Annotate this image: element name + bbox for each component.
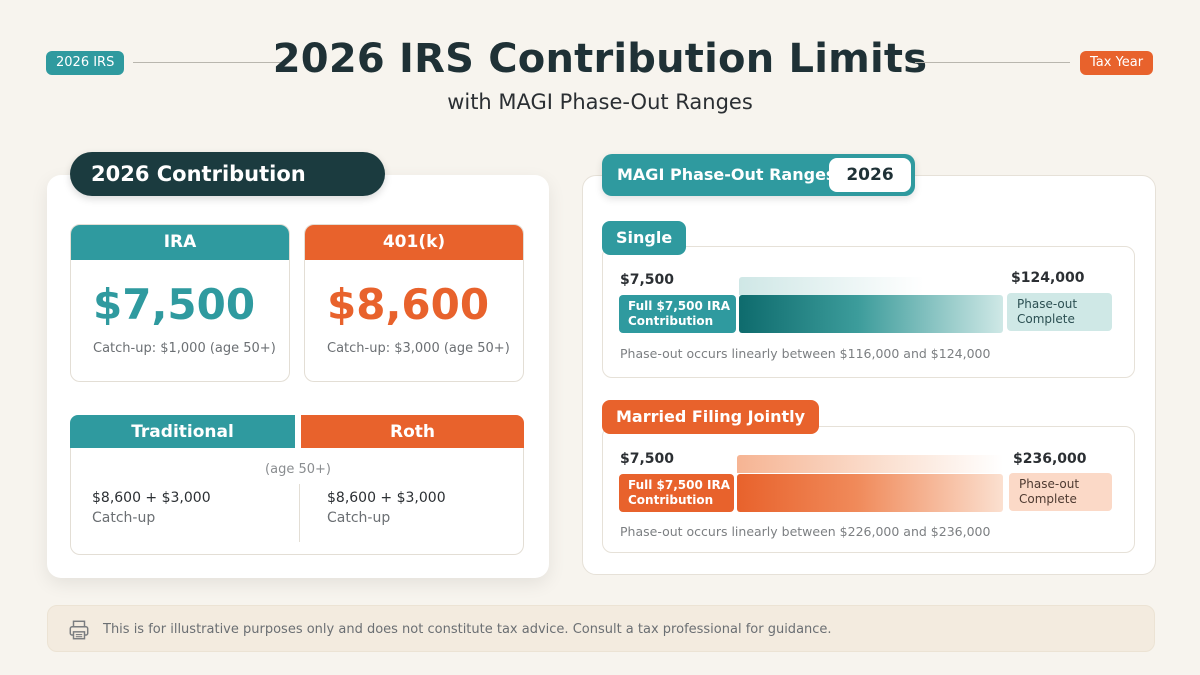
mfj-phaseout-bar [737, 474, 1003, 512]
roth-sub: Catch-up [327, 510, 391, 526]
single-full-contribution-label: Full $7,500 IRA Contribution [619, 295, 736, 333]
single-phaseout-complete: Phase-out Complete [1007, 293, 1112, 331]
header-divider-right [915, 62, 1070, 63]
401k-limit-card: 401(k) $8,600 Catch-up: $3,000 (age 50+) [304, 224, 524, 382]
mfj-badge: Married Filing Jointly [602, 400, 820, 434]
traditional-roth-box: (age 50+) $8,600 + $3,000 Catch-up $8,60… [70, 448, 524, 555]
age-note: (age 50+) [265, 462, 331, 477]
401k-limit-amount: $8,600 [327, 280, 490, 329]
traditional-column: $8,600 + $3,000 Catch-up [92, 488, 211, 528]
mfj-phaseout-note: Phase-out occurs linearly between $226,0… [620, 524, 991, 539]
single-badge: Single [602, 221, 687, 255]
tax-year-tag: 2026 IRS [46, 51, 125, 75]
column-divider [299, 484, 300, 542]
single-phaseout-bar [739, 295, 1003, 333]
mfj-start-amount: $7,500 [620, 451, 675, 467]
roth-header: Roth [301, 415, 524, 450]
header-divider-left [133, 62, 285, 63]
page-subtitle: with MAGI Phase-Out Ranges [447, 90, 753, 114]
ira-limit-amount: $7,500 [93, 280, 256, 329]
single-end-amount: $124,000 [1011, 270, 1085, 286]
401k-catchup-text: Catch-up: $3,000 (age 50+) [327, 341, 510, 356]
disclaimer-footer: This is for illustrative purposes only a… [47, 605, 1155, 652]
disclaimer-text: This is for illustrative purposes only a… [103, 622, 832, 637]
magi-heading: MAGI Phase-Out Ranges 2026 [602, 154, 915, 196]
ira-limit-card: IRA $7,500 Catch-up: $1,000 (age 50+) [70, 224, 290, 382]
ira-card-header: IRA [71, 225, 289, 260]
mfj-phaseout-complete: Phase-out Complete [1009, 473, 1112, 511]
contribution-limits-heading: 2026 Contribution Limits [70, 152, 385, 230]
ira-catchup-text: Catch-up: $1,000 (age 50+) [93, 341, 276, 356]
page-title: 2026 IRS Contribution Limits [272, 36, 928, 82]
mfj-full-contribution-label: Full $7,500 IRA Contribution [619, 474, 734, 512]
traditional-header: Traditional [70, 415, 295, 450]
tax-year-badge: Tax Year [1080, 51, 1154, 75]
traditional-sub: Catch-up [92, 510, 156, 526]
magi-heading-label: MAGI Phase-Out Ranges [617, 165, 836, 184]
mfj-phaseout-shade [737, 455, 1003, 473]
401k-card-header: 401(k) [305, 225, 523, 260]
mfj-end-amount: $236,000 [1013, 451, 1087, 467]
printer-icon [69, 620, 89, 640]
magi-year-badge: 2026 [829, 158, 911, 192]
roth-column: $8,600 + $3,000 Catch-up [327, 488, 446, 528]
traditional-value: $8,600 + $3,000 [92, 490, 211, 506]
single-phaseout-note: Phase-out occurs linearly between $116,0… [620, 346, 991, 361]
single-phaseout-shade [739, 277, 1003, 295]
roth-value: $8,600 + $3,000 [327, 490, 446, 506]
single-start-amount: $7,500 [620, 272, 675, 288]
